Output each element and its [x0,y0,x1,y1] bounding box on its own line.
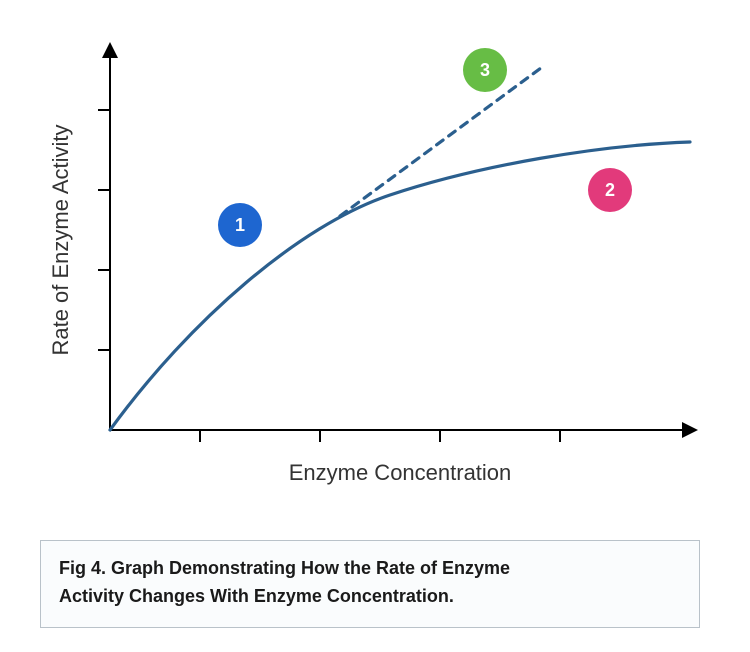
y-axis-label: Rate of Enzyme Activity [48,124,73,355]
badge-1-label: 1 [235,215,245,235]
badge-2: 2 [588,168,632,212]
badge-1: 1 [218,203,262,247]
page: 1 2 3 Enzyme Concentration Rate of Enzym… [0,0,750,652]
chart-area: 1 2 3 Enzyme Concentration Rate of Enzym… [40,20,720,510]
badge-3-label: 3 [480,60,490,80]
figure-caption-line1: Fig 4. Graph Demonstrating How the Rate … [59,558,510,578]
y-ticks [98,110,110,350]
linear-extrapolation-line [340,65,545,216]
x-axis-label: Enzyme Concentration [289,460,512,485]
badge-2-label: 2 [605,180,615,200]
badge-3: 3 [463,48,507,92]
axes [98,50,690,442]
figure-caption-line2: Activity Changes With Enzyme Concentrati… [59,586,454,606]
figure-caption: Fig 4. Graph Demonstrating How the Rate … [40,540,700,628]
chart-svg: 1 2 3 Enzyme Concentration Rate of Enzym… [40,20,720,510]
x-ticks [200,430,560,442]
